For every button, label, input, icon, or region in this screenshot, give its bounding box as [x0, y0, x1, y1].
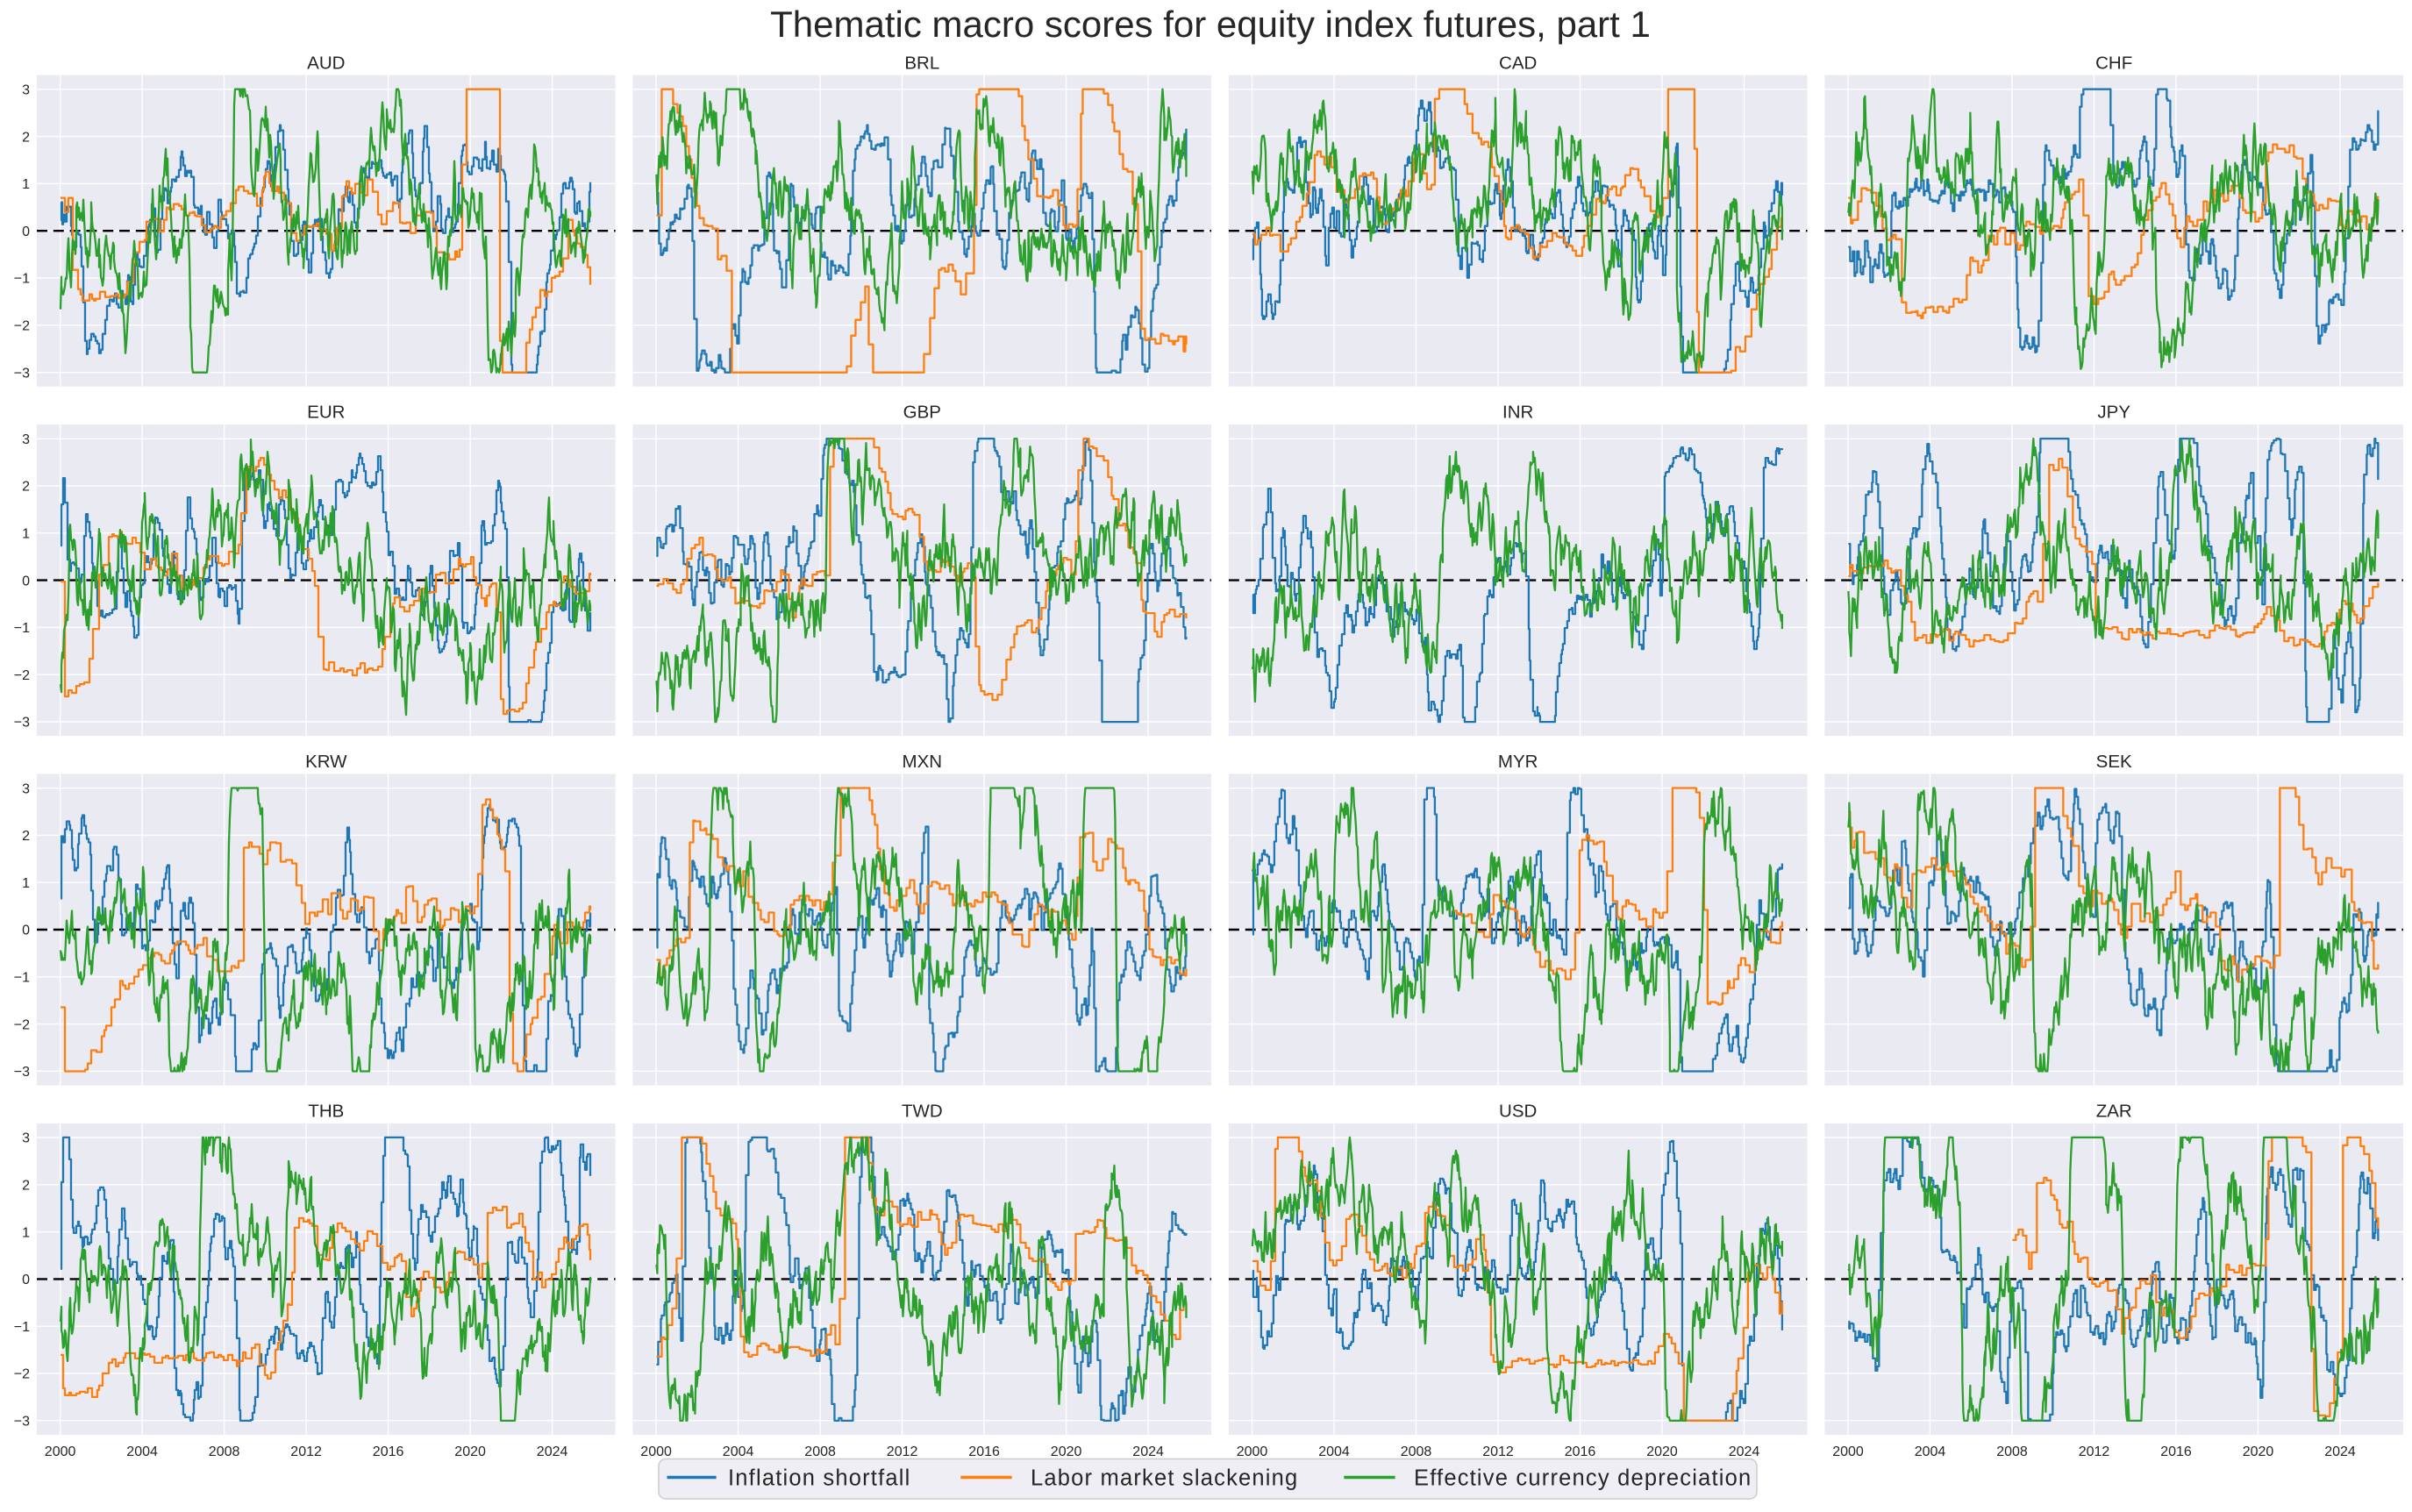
svg-text:2016: 2016: [968, 1444, 1000, 1459]
svg-text:−3: −3: [14, 716, 30, 731]
svg-text:2016: 2016: [1565, 1444, 1596, 1459]
svg-text:−1: −1: [14, 971, 30, 986]
svg-text:2004: 2004: [126, 1444, 158, 1459]
svg-text:−1: −1: [14, 621, 30, 636]
svg-text:2008: 2008: [209, 1444, 240, 1459]
svg-text:0: 0: [22, 225, 30, 239]
svg-text:−2: −2: [14, 319, 30, 334]
svg-text:2020: 2020: [1051, 1444, 1082, 1459]
svg-text:0: 0: [22, 1273, 30, 1287]
svg-text:Thematic macro scores for equi: Thematic macro scores for equity index f…: [770, 4, 1651, 45]
svg-text:BRL: BRL: [904, 53, 939, 73]
svg-text:2012: 2012: [1482, 1444, 1514, 1459]
svg-text:2000: 2000: [640, 1444, 672, 1459]
svg-text:−2: −2: [14, 1017, 30, 1032]
svg-text:MXN: MXN: [903, 752, 943, 772]
svg-text:MYR: MYR: [1498, 752, 1538, 772]
svg-text:0: 0: [22, 924, 30, 938]
svg-text:2012: 2012: [887, 1444, 918, 1459]
svg-text:2004: 2004: [723, 1444, 754, 1459]
svg-text:2012: 2012: [290, 1444, 322, 1459]
svg-text:2008: 2008: [804, 1444, 836, 1459]
svg-text:2020: 2020: [2243, 1444, 2274, 1459]
svg-text:2: 2: [22, 1179, 30, 1194]
svg-text:JPY: JPY: [2097, 403, 2130, 423]
svg-text:2000: 2000: [45, 1444, 76, 1459]
svg-text:−1: −1: [14, 1320, 30, 1335]
svg-text:2004: 2004: [1915, 1444, 1946, 1459]
svg-text:SEK: SEK: [2096, 752, 2132, 772]
svg-text:2: 2: [22, 480, 30, 495]
svg-text:1: 1: [22, 177, 30, 192]
svg-text:−3: −3: [14, 366, 30, 381]
svg-text:2024: 2024: [2324, 1444, 2356, 1459]
svg-text:USD: USD: [1499, 1102, 1537, 1122]
svg-text:KRW: KRW: [305, 752, 347, 772]
svg-text:1: 1: [22, 876, 30, 891]
svg-text:3: 3: [22, 83, 30, 98]
svg-text:Effective currency depreciatio: Effective currency depreciation: [1414, 1466, 1752, 1491]
svg-text:−2: −2: [14, 668, 30, 683]
svg-text:2012: 2012: [2079, 1444, 2110, 1459]
svg-text:1: 1: [22, 1225, 30, 1240]
svg-text:0: 0: [22, 574, 30, 588]
svg-text:AUD: AUD: [307, 53, 345, 73]
svg-text:2016: 2016: [373, 1444, 404, 1459]
svg-text:2024: 2024: [1729, 1444, 1760, 1459]
svg-text:2: 2: [22, 130, 30, 145]
svg-text:ZAR: ZAR: [2096, 1102, 2132, 1122]
svg-text:−2: −2: [14, 1367, 30, 1382]
svg-text:2020: 2020: [1646, 1444, 1678, 1459]
svg-text:3: 3: [22, 1131, 30, 1146]
svg-text:3: 3: [22, 432, 30, 447]
svg-text:CHF: CHF: [2095, 53, 2132, 73]
svg-text:2004: 2004: [1318, 1444, 1350, 1459]
svg-text:−1: −1: [14, 272, 30, 287]
svg-text:−3: −3: [14, 1065, 30, 1080]
svg-text:2024: 2024: [537, 1444, 568, 1459]
svg-text:2008: 2008: [1996, 1444, 2028, 1459]
svg-text:2000: 2000: [1237, 1444, 1268, 1459]
svg-text:THB: THB: [308, 1102, 344, 1122]
svg-text:−3: −3: [14, 1415, 30, 1430]
svg-text:INR: INR: [1502, 403, 1533, 423]
svg-text:EUR: EUR: [307, 403, 345, 423]
svg-text:GBP: GBP: [903, 403, 941, 423]
svg-text:Inflation shortfall: Inflation shortfall: [728, 1466, 910, 1491]
svg-text:2: 2: [22, 829, 30, 844]
svg-text:2008: 2008: [1401, 1444, 1432, 1459]
svg-text:1: 1: [22, 527, 30, 542]
svg-text:2024: 2024: [1132, 1444, 1164, 1459]
svg-text:TWD: TWD: [902, 1102, 943, 1122]
svg-text:Labor market slackening: Labor market slackening: [1031, 1466, 1298, 1491]
svg-text:2000: 2000: [1832, 1444, 1864, 1459]
svg-text:2016: 2016: [2160, 1444, 2192, 1459]
svg-text:3: 3: [22, 781, 30, 796]
svg-text:2020: 2020: [454, 1444, 486, 1459]
svg-text:CAD: CAD: [1499, 53, 1537, 73]
